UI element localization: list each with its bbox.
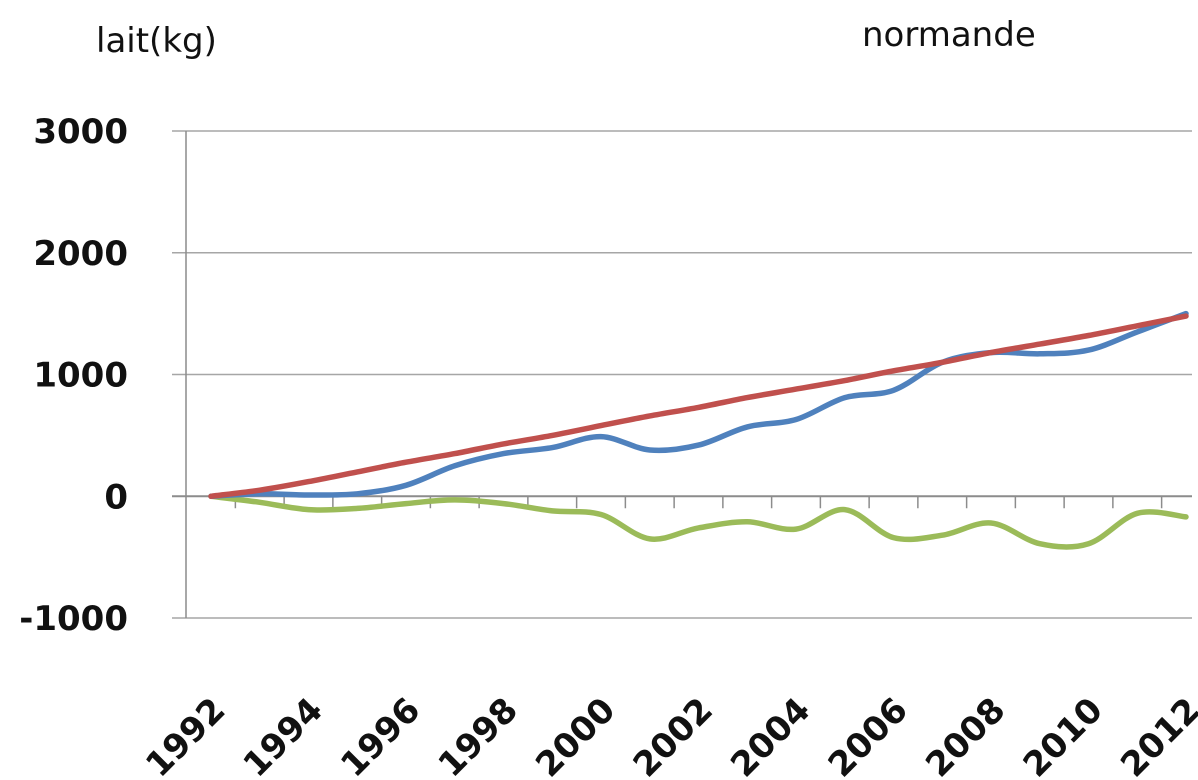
series-line-blue	[208, 310, 1189, 500]
x-tick-label: 2012	[1113, 690, 1198, 780]
y-tick-label: 0	[104, 477, 128, 517]
y-axis-title: lait(kg)	[96, 21, 217, 61]
series-line-green	[208, 493, 1189, 550]
x-tick-label: 2008	[918, 690, 1013, 780]
x-tick-label: 2002	[626, 690, 721, 780]
x-tick-label: 2010	[1016, 690, 1111, 780]
chart-title: normande	[862, 15, 1036, 55]
y-tick-label: 2000	[33, 234, 128, 274]
y-tick-label: 3000	[33, 112, 128, 152]
axes	[185, 131, 1163, 618]
x-tick-label: 1996	[333, 690, 428, 780]
series-line-red	[208, 313, 1189, 500]
x-tick-label: 1998	[431, 690, 526, 780]
x-tick-label: 2004	[723, 690, 818, 780]
y-tick-label: 1000	[33, 356, 128, 396]
x-tick-label: 2006	[821, 690, 916, 780]
series-lines	[208, 310, 1189, 550]
x-tick-label: 1992	[138, 690, 233, 780]
y-tick-label: -1000	[19, 599, 128, 639]
x-tick-label: 2000	[528, 690, 623, 780]
x-tick-label: 1994	[236, 690, 331, 780]
